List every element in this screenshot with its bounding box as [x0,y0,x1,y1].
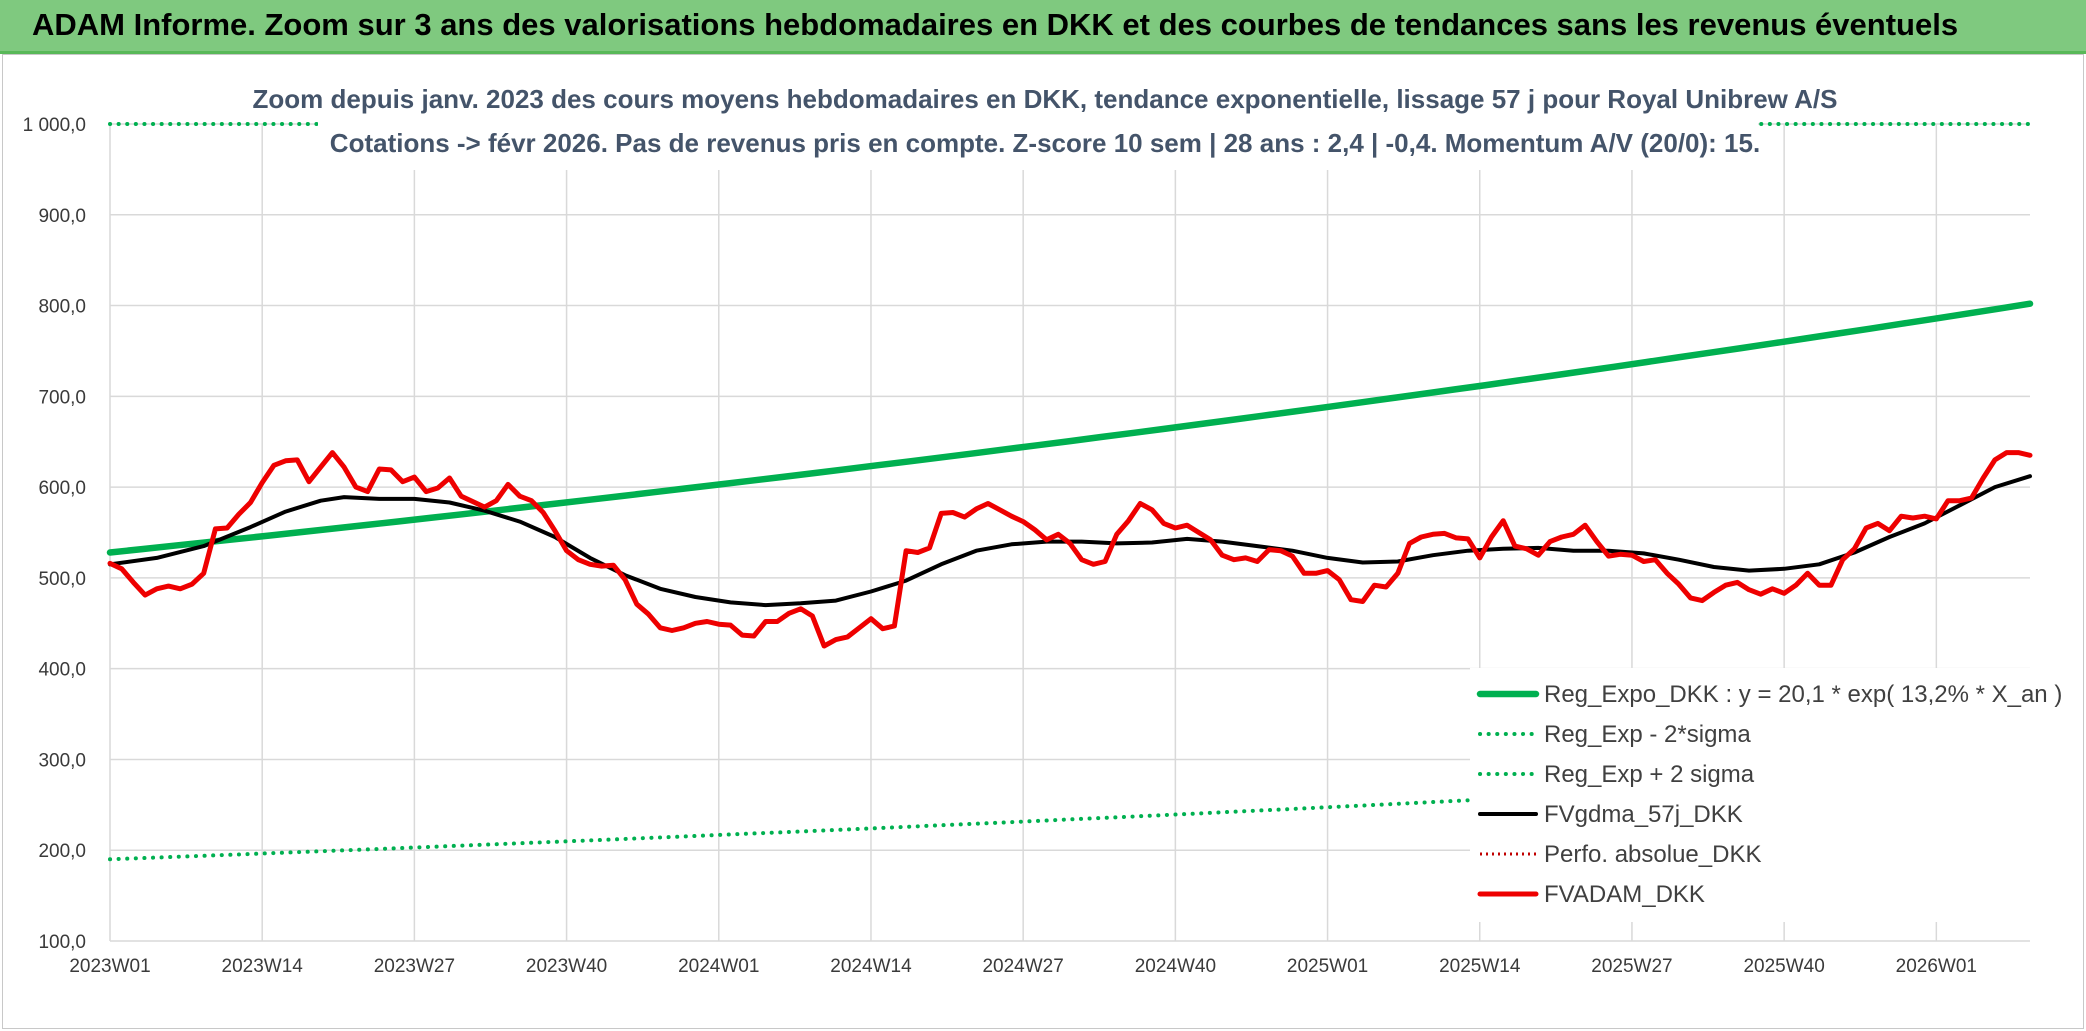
x-tick-label: 2024W40 [1135,956,1216,977]
chart-subtitle: Cotations -> févr 2026. Pas de revenus p… [330,128,1760,158]
x-tick-label: 2025W14 [1439,956,1521,977]
series-line-smooth [108,474,2032,608]
x-tick-label: 2026W01 [1896,956,1977,977]
x-axis-tick-labels: 2023W01 2023W14 2023W27 2023W40 2024W01 2024W… [69,956,1977,977]
report-header: ADAM Informe. Zoom sur 3 ans des valoris… [0,0,2086,54]
chart-legend: Reg_Expo_DKK : y = 20,1 * exp( 13,2% * X… [1476,681,2062,908]
y-tick-label: 300,0 [38,750,86,771]
legend-label: Reg_Expo_DKK : y = 20,1 * exp( 13,2% * X… [1544,681,2062,708]
series-line-trend [106,300,2034,556]
x-tick-label: 2024W14 [830,956,912,977]
legend-label: Perfo. absolue_DKK [1544,841,1761,868]
x-tick-label: 2024W27 [982,956,1063,977]
y-tick-label: 500,0 [38,569,86,590]
y-axis-tick-labels: 100,0 200,0 300,0 400,0 500,0 600,0 700,0 800,0… [23,115,86,953]
y-tick-label: 400,0 [38,660,86,681]
legend-label: FVgdma_57j_DKK [1544,801,1743,828]
chart-title: Zoom depuis janv. 2023 des cours moyens … [252,84,1837,114]
legend-label: FVADAM_DKK [1544,881,1705,908]
legend-background [1470,668,2030,922]
legend-label: Reg_Exp + 2 sigma [1544,761,1755,788]
x-tick-label: 2024W01 [678,956,759,977]
x-tick-label: 2025W40 [1743,956,1824,977]
y-tick-label: 800,0 [38,297,86,318]
series-line-price [107,450,2033,649]
y-tick-label: 1 000,0 [23,115,86,136]
y-tick-label: 900,0 [38,206,86,227]
y-tick-label: 100,0 [38,932,86,953]
x-tick-label: 2023W14 [222,956,304,977]
x-tick-label: 2023W40 [526,956,607,977]
y-tick-label: 200,0 [38,841,86,862]
chart-frame [2,54,2084,1029]
x-tick-label: 2025W01 [1287,956,1368,977]
x-tick-label: 2025W27 [1591,956,1672,977]
x-tick-label: 2023W01 [69,956,150,977]
legend-label: Reg_Exp - 2*sigma [1544,721,1751,748]
x-tick-label: 2023W27 [374,956,455,977]
y-tick-label: 700,0 [38,387,86,408]
subtitle-background [318,76,1758,170]
y-tick-label: 600,0 [38,478,86,499]
report-title: ADAM Informe. Zoom sur 3 ans des valoris… [32,7,1959,42]
